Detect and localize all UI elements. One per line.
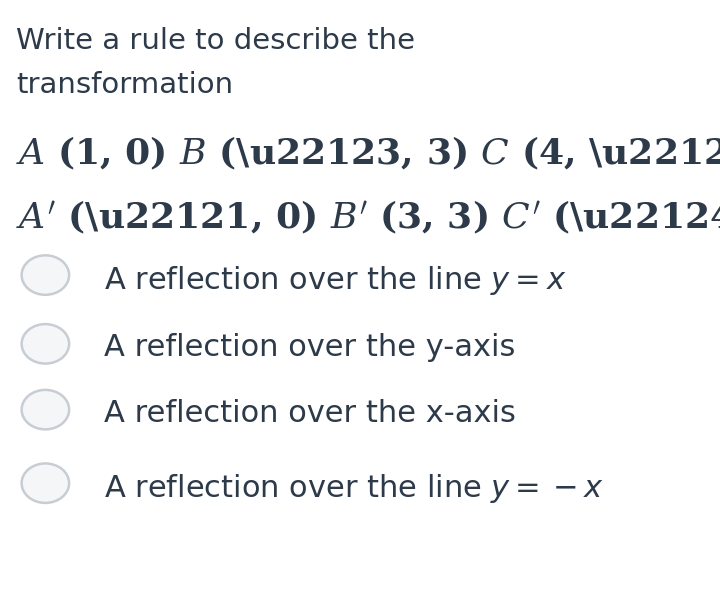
Text: $\it{A}'$ (\u22121, 0) $\it{B}'$ (3, 3) $\it{C}'$ (\u22124, \u22121): $\it{A}'$ (\u22121, 0) $\it{B}'$ (3, 3) … [16, 199, 720, 236]
Text: A reflection over the x-axis: A reflection over the x-axis [104, 399, 516, 428]
Circle shape [22, 463, 69, 503]
Circle shape [22, 324, 69, 364]
Text: A reflection over the y-axis: A reflection over the y-axis [104, 333, 516, 362]
Circle shape [22, 255, 69, 295]
Text: $\it{A}$ (1, 0) $\it{B}$ (\u22123, 3) $\it{C}$ (4, \u22121) and: $\it{A}$ (1, 0) $\it{B}$ (\u22123, 3) $\… [16, 135, 720, 172]
Text: A reflection over the line $\mathit{y} = -\mathit{x}$: A reflection over the line $\mathit{y} =… [104, 472, 605, 505]
Text: Write a rule to describe the: Write a rule to describe the [16, 27, 415, 55]
Text: transformation: transformation [16, 71, 233, 99]
Text: A reflection over the line $\mathit{y} = \mathit{x}$: A reflection over the line $\mathit{y} =… [104, 264, 567, 297]
Circle shape [22, 390, 69, 429]
